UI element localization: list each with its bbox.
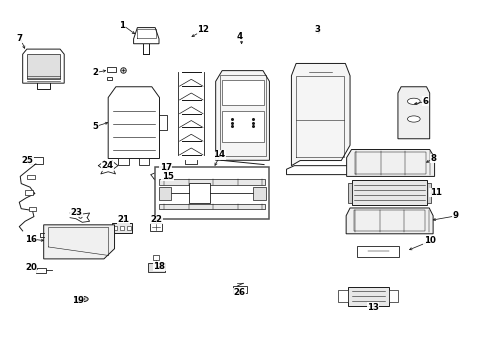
Text: 6: 6 bbox=[423, 96, 429, 105]
Text: 24: 24 bbox=[101, 161, 113, 170]
Text: 20: 20 bbox=[25, 264, 37, 273]
Text: 25: 25 bbox=[22, 156, 33, 165]
Bar bbox=[139, 158, 149, 165]
Bar bbox=[113, 226, 117, 230]
Text: 19: 19 bbox=[72, 296, 84, 305]
Text: 1: 1 bbox=[119, 21, 125, 30]
Text: 12: 12 bbox=[197, 25, 209, 34]
Bar bbox=[26, 54, 60, 79]
Bar bbox=[221, 111, 264, 142]
Polygon shape bbox=[398, 87, 430, 139]
Bar bbox=[28, 207, 36, 211]
Bar bbox=[253, 187, 266, 200]
Bar bbox=[189, 183, 210, 203]
Text: 17: 17 bbox=[160, 163, 172, 172]
Bar bbox=[338, 291, 347, 302]
Text: 21: 21 bbox=[118, 215, 130, 224]
Text: 16: 16 bbox=[25, 235, 37, 244]
Bar bbox=[427, 183, 431, 203]
Bar bbox=[221, 80, 264, 105]
Polygon shape bbox=[44, 225, 115, 259]
Bar bbox=[150, 224, 162, 231]
Bar bbox=[233, 286, 247, 293]
Text: 11: 11 bbox=[430, 188, 441, 197]
Text: 22: 22 bbox=[150, 215, 162, 224]
Text: 7: 7 bbox=[16, 34, 23, 43]
Ellipse shape bbox=[408, 116, 420, 122]
Bar bbox=[107, 67, 116, 72]
Bar bbox=[347, 183, 351, 203]
Bar bbox=[347, 287, 389, 306]
Polygon shape bbox=[216, 71, 270, 160]
Text: 23: 23 bbox=[71, 208, 82, 217]
Bar bbox=[36, 268, 46, 273]
Bar bbox=[159, 179, 265, 185]
Polygon shape bbox=[134, 28, 159, 44]
Text: 3: 3 bbox=[314, 25, 320, 34]
Text: 2: 2 bbox=[92, 68, 98, 77]
Ellipse shape bbox=[74, 296, 88, 302]
Bar bbox=[351, 180, 427, 205]
Bar bbox=[354, 211, 425, 231]
Bar bbox=[112, 223, 132, 233]
Polygon shape bbox=[346, 149, 435, 176]
Bar bbox=[119, 158, 129, 165]
Text: 8: 8 bbox=[430, 154, 436, 163]
Polygon shape bbox=[292, 63, 350, 166]
Bar bbox=[25, 190, 33, 195]
Text: 4: 4 bbox=[237, 32, 243, 41]
Bar bbox=[127, 226, 131, 230]
Polygon shape bbox=[108, 87, 159, 158]
Bar bbox=[153, 256, 159, 260]
Bar bbox=[159, 187, 171, 200]
Text: 13: 13 bbox=[367, 303, 379, 312]
Text: 26: 26 bbox=[233, 288, 245, 297]
Text: 14: 14 bbox=[214, 150, 226, 159]
Bar bbox=[159, 203, 265, 209]
Polygon shape bbox=[23, 49, 64, 83]
Bar bbox=[120, 226, 124, 230]
Polygon shape bbox=[287, 166, 352, 175]
Ellipse shape bbox=[408, 98, 420, 104]
Text: 9: 9 bbox=[452, 211, 458, 220]
Ellipse shape bbox=[78, 298, 85, 301]
Text: 5: 5 bbox=[92, 122, 98, 131]
Bar bbox=[29, 157, 43, 164]
Text: 18: 18 bbox=[153, 262, 166, 271]
Text: 10: 10 bbox=[424, 237, 436, 246]
Bar bbox=[107, 77, 112, 80]
Bar bbox=[27, 175, 35, 179]
Bar bbox=[155, 167, 270, 220]
Bar bbox=[357, 246, 399, 257]
Bar bbox=[389, 291, 398, 302]
Text: 15: 15 bbox=[162, 172, 174, 181]
Bar bbox=[147, 263, 165, 272]
Polygon shape bbox=[346, 208, 433, 234]
